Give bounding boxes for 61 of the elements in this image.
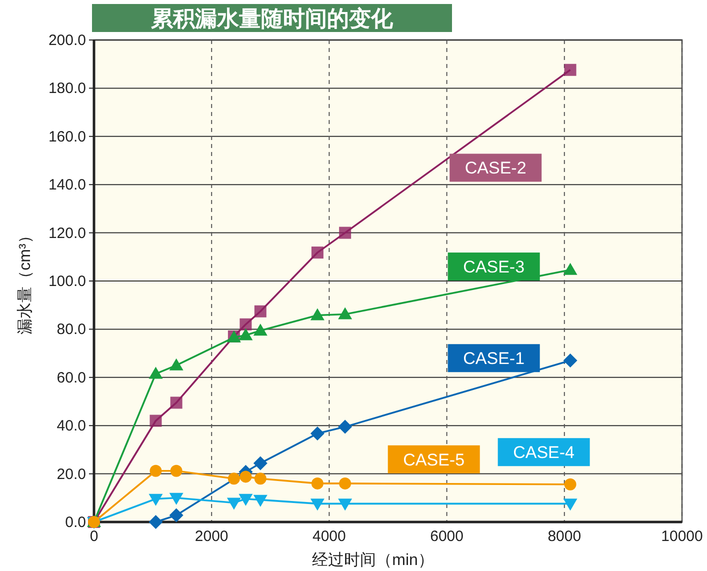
point — [148, 494, 163, 506]
y-tick-label: 20.0 — [56, 466, 86, 483]
point — [311, 477, 324, 490]
y-tick-label: 100.0 — [48, 273, 86, 290]
point — [169, 508, 184, 522]
point — [150, 414, 162, 427]
x-tick-label: 10000 — [661, 528, 703, 545]
point — [563, 262, 578, 275]
series-label: CASE-1 — [463, 349, 525, 368]
point — [170, 396, 182, 409]
point — [170, 464, 182, 477]
point — [339, 477, 352, 490]
y-tick-label: 80.0 — [56, 321, 86, 338]
x-tick-label: 6000 — [430, 528, 464, 545]
point — [563, 498, 578, 511]
y-tick-label: 0.0 — [65, 514, 86, 531]
point — [564, 64, 576, 76]
point — [253, 494, 268, 507]
x-tick-label: 8000 — [548, 528, 582, 545]
point — [310, 308, 324, 320]
y-tick-label: 40.0 — [56, 418, 86, 435]
point — [148, 366, 163, 379]
point — [253, 456, 268, 470]
y-tick-label: 60.0 — [56, 369, 86, 386]
point — [338, 307, 352, 320]
point — [169, 492, 184, 505]
point — [226, 498, 241, 510]
point — [310, 426, 324, 441]
point — [240, 470, 252, 483]
text: CASE-4 — [513, 443, 575, 462]
point — [238, 494, 253, 506]
point — [338, 420, 352, 434]
chart-title: 累积漏水量随时间的变化 — [150, 6, 394, 31]
point — [148, 515, 163, 529]
point — [254, 305, 266, 318]
point — [563, 354, 578, 368]
y-tick-label: 200.0 — [48, 32, 86, 49]
point — [339, 226, 352, 239]
series-label: CASE-3 — [463, 258, 525, 277]
point — [253, 324, 268, 336]
series-label: CASE-5 — [403, 450, 465, 470]
x-axis-title: 经过时间（min） — [312, 551, 434, 569]
x-tick-label: 4000 — [312, 528, 346, 545]
series-label: CASE-2 — [464, 158, 526, 178]
point — [169, 358, 184, 370]
point — [238, 328, 253, 340]
y-tick-label: 180.0 — [48, 80, 86, 98]
point — [311, 246, 324, 259]
y-axis-title: 漏水量（cm³） — [16, 228, 34, 334]
point — [310, 498, 324, 511]
point — [254, 472, 266, 485]
y-tick-label: 160.0 — [48, 128, 86, 146]
y-tick-label: 120.0 — [48, 224, 86, 242]
x-tick-label: 2000 — [194, 528, 228, 545]
point — [338, 498, 352, 511]
point — [240, 318, 252, 330]
x-tick-label: 0 — [90, 528, 98, 545]
point — [564, 478, 576, 490]
point — [150, 464, 162, 477]
y-tick-label: 140.0 — [48, 176, 86, 194]
point — [228, 472, 240, 485]
